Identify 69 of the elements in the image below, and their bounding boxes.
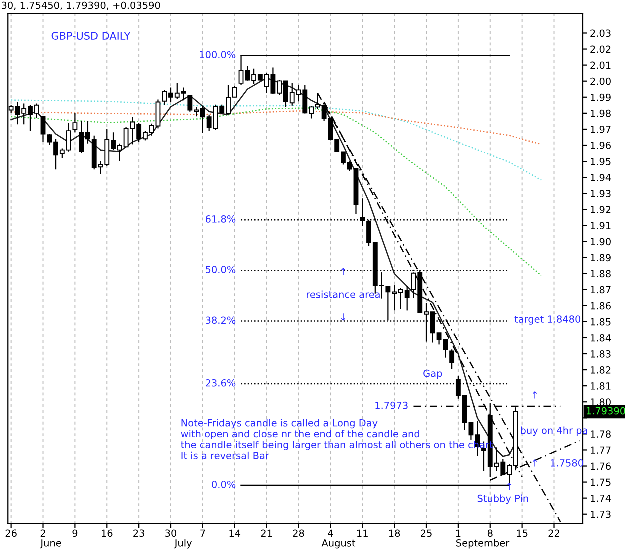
y-tick-label: 1.78: [591, 430, 611, 438]
y-tick-label: 1.96: [591, 142, 611, 150]
series-label: 1.7973: [376, 402, 408, 410]
text: 30, 1.75450, 1.79390, +0.03590: [2, 2, 160, 10]
x-tick-label: 7: [200, 530, 206, 537]
series-label: 50.0%: [206, 266, 236, 274]
y-tick-label: 1.88: [591, 270, 611, 278]
series-label: 38.2%: [206, 316, 236, 324]
annotation: ↑: [533, 460, 538, 467]
x-tick-label: 22: [548, 530, 560, 537]
y-tick-label: 1.73: [591, 510, 611, 518]
y-tick-label: 2.03: [590, 30, 611, 38]
x-tick-label: 9: [72, 530, 78, 538]
annotation: target 1.8480: [514, 316, 581, 325]
annotation: resistance area: [307, 290, 380, 298]
x-tick-label: 30: [166, 530, 177, 538]
y-tick-label: 1.92: [591, 206, 611, 214]
x-tick-label: 21: [261, 530, 272, 537]
y-tick-label: 1.74: [591, 494, 612, 502]
x-tick-label: 2: [40, 530, 46, 537]
y-tick-label: 1.81: [591, 382, 611, 390]
x-tick-label: 11: [358, 530, 368, 537]
x-tick-label: 25: [421, 530, 432, 538]
annotation: ↓: [341, 314, 346, 321]
x-tick-label: 15: [517, 530, 528, 538]
text: July: [174, 539, 192, 549]
x-tick-label: 26: [6, 530, 17, 538]
annotation: Stubby Pin: [478, 494, 528, 504]
x-tick-label: 14: [230, 530, 241, 537]
y-tick-label: 1.93: [591, 190, 611, 198]
text: August: [322, 540, 356, 549]
x-tick-label: 18: [389, 530, 400, 538]
annotation: ↑: [341, 268, 346, 276]
text: June: [40, 540, 62, 549]
x-tick-label: 8: [488, 530, 493, 538]
y-tick-label: 1.85: [591, 318, 611, 326]
y-tick-label: 1.82: [591, 366, 611, 374]
y-tick-label: 1.90: [591, 238, 611, 246]
series-label: 0.0%: [212, 480, 236, 488]
y-tick-label: 1.76: [591, 462, 611, 470]
x-tick-label: 4: [328, 530, 334, 537]
y-tick-label: 1.99: [591, 94, 611, 102]
y-tick-label: 1.87: [591, 286, 611, 294]
text: GBP-USD DAILY: [52, 32, 131, 40]
x-tick-label: 28: [293, 530, 304, 538]
y-tick-label: 1.98: [591, 110, 611, 118]
annotation: ↑: [533, 392, 538, 399]
series-label: 100.0%: [200, 51, 236, 59]
annotation: Gap: [424, 370, 442, 380]
text: September: [456, 539, 510, 549]
text: 1.79390: [586, 407, 625, 415]
series-label: 61.8%: [206, 216, 236, 223]
x-tick-label: 1: [456, 530, 461, 537]
y-tick-label: 2.00: [590, 78, 611, 86]
y-tick-label: 1.86: [591, 302, 611, 310]
y-tick-label: 1.97: [591, 126, 611, 134]
y-tick-label: 1.84: [591, 334, 612, 342]
y-tick-label: 1.94: [591, 174, 612, 182]
y-tick-label: 1.83: [591, 350, 611, 358]
x-tick-label: 23: [134, 530, 144, 538]
y-tick-label: 1.77: [591, 446, 611, 454]
y-tick-label: 1.91: [591, 222, 611, 230]
y-tick-label: 2.01: [590, 62, 611, 70]
y-tick-label: 1.89: [591, 254, 611, 262]
y-tick-label: 2.02: [590, 46, 611, 54]
series-label: 23.6%: [206, 379, 236, 387]
y-tick-label: 1.75: [591, 478, 611, 486]
x-tick-label: 16: [102, 530, 113, 538]
y-tick-label: 1.95: [591, 158, 611, 166]
